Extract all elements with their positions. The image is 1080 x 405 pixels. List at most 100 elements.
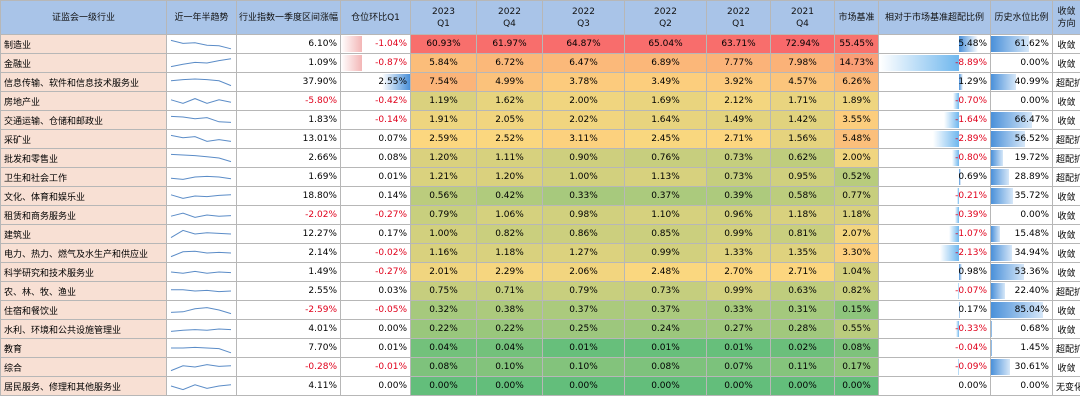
trend-sparkline	[170, 229, 232, 239]
industry-cell: 批发和零售业	[0, 148, 167, 168]
quarter-cell: 1.56%	[770, 129, 835, 149]
benchmark-cell: 1.18%	[834, 205, 879, 225]
position-change-cell: 0.00%	[340, 319, 411, 339]
direction-cell: 收敛	[1052, 300, 1080, 320]
hist-bar	[991, 74, 1016, 90]
excess-cell: -0.39%	[878, 205, 991, 225]
quarter-cell: 72.94%	[770, 34, 835, 54]
quarter-cell: 0.38%	[476, 300, 543, 320]
hist-cell: 56.52%	[990, 129, 1053, 149]
benchmark-cell: 0.52%	[834, 167, 879, 187]
quarter-cell-text: 1.49%	[724, 115, 753, 125]
industry-cell-text: 电力、热力、燃气及水生产和供应业	[4, 249, 149, 260]
hist-cell: 0.00%	[990, 53, 1053, 73]
index-change-cell-text: -5.80%	[305, 96, 337, 106]
quarter-cell: 1.13%	[624, 167, 707, 187]
quarter-cell: 0.99%	[706, 281, 771, 301]
quarter-cell-text: 0.82%	[495, 229, 524, 239]
excess-bar	[958, 264, 963, 280]
position-change-cell-text: 0.03%	[378, 286, 407, 296]
benchmark-cell-text: 0.17%	[842, 362, 871, 372]
direction-cell-text: 收敛	[1057, 306, 1076, 317]
quarter-cell: 2.02%	[542, 110, 625, 130]
direction-cell: 收敛	[1052, 34, 1080, 54]
hist-cell-text: 0.00%	[1020, 210, 1049, 220]
excess-bar	[940, 245, 959, 261]
excess-cell: 0.00%	[878, 376, 991, 396]
col-index-change: 行业指数一季度区间涨幅	[236, 0, 341, 35]
quarter-cell-text: 0.63%	[788, 286, 817, 296]
benchmark-cell-text: 55.45%	[839, 39, 874, 49]
benchmark-cell: 3.55%	[834, 110, 879, 130]
benchmark-cell-text: 0.00%	[842, 381, 871, 391]
quarter-cell-text: 6.47%	[569, 58, 598, 68]
quarter-cell: 6.89%	[624, 53, 707, 73]
hist-cell: 19.72%	[990, 148, 1053, 168]
benchmark-cell: 1.89%	[834, 91, 879, 111]
quarter-cell-text: 1.20%	[429, 153, 458, 163]
table-row: 电力、热力、燃气及水生产和供应业 2.14% -0.02% 1.16% 1.18% 1.2…	[0, 243, 1080, 263]
industry-cell: 水利、环境和公共设施管理业	[0, 319, 167, 339]
trend-line	[170, 39, 232, 50]
quarter-cell-text: 0.32%	[429, 305, 458, 315]
hist-cell-text: 0.00%	[1020, 58, 1049, 68]
index-change-cell: 4.11%	[236, 376, 341, 396]
table-row: 综合 -0.28% -0.01% 0.08% 0.10% 0.10% 0.08% 0.07% 0…	[0, 357, 1080, 377]
col-q5: 2021 Q4	[770, 0, 835, 35]
position-change-cell: 0.03%	[340, 281, 411, 301]
hist-cell-text: 0.00%	[1020, 381, 1049, 391]
direction-cell: 超配扩大	[1052, 148, 1080, 168]
direction-cell: 超配扩大	[1052, 281, 1080, 301]
direction-cell: 收敛	[1052, 243, 1080, 263]
quarter-cell-text: 0.75%	[429, 286, 458, 296]
direction-cell: 超配扩大	[1052, 338, 1080, 358]
quarter-cell: 0.01%	[542, 338, 625, 358]
quarter-cell: 0.99%	[624, 243, 707, 263]
excess-cell-text: -0.70%	[955, 96, 987, 106]
position-change-cell-text: 0.00%	[378, 324, 407, 334]
quarter-cell: 0.90%	[542, 148, 625, 168]
industry-cell-text: 居民服务、修理和其他服务业	[4, 382, 122, 393]
industry-cell: 建筑业	[0, 224, 167, 244]
quarter-cell-text: 60.93%	[426, 39, 461, 49]
quarter-cell: 0.37%	[624, 186, 707, 206]
quarter-cell-text: 0.00%	[429, 381, 458, 391]
quarter-cell: 0.11%	[770, 357, 835, 377]
hist-cell-text: 1.45%	[1020, 343, 1049, 353]
table-row: 金融业 1.09% -0.87% 5.84% 6.72% 6.47% 6.89% 7.77% 7…	[0, 53, 1080, 73]
quarter-cell: 1.62%	[476, 91, 543, 111]
hist-bar	[991, 188, 1013, 204]
quarter-cell-text: 4.99%	[495, 77, 524, 87]
industry-cell: 居民服务、修理和其他服务业	[0, 376, 167, 396]
table-row: 交通运输、仓储和邮政业 1.83% -0.14% 1.91% 2.05% 2.02% 1.6…	[0, 110, 1080, 130]
direction-cell-text: 收敛	[1057, 325, 1076, 336]
direction-cell-text: 超配扩大	[1056, 173, 1080, 184]
quarter-cell: 0.95%	[770, 167, 835, 187]
benchmark-cell-text: 0.77%	[842, 191, 871, 201]
quarter-cell: 7.98%	[770, 53, 835, 73]
trend-cell	[166, 224, 237, 244]
trend-sparkline	[170, 115, 232, 123]
trend-sparkline	[170, 307, 232, 315]
table-row: 科学研究和技术服务业 1.49% -0.27% 2.01% 2.29% 2.06% 2.48…	[0, 262, 1080, 282]
hist-cell: 0.00%	[990, 205, 1053, 225]
hist-cell: 53.36%	[990, 262, 1053, 282]
quarter-cell-text: 0.22%	[429, 324, 458, 334]
industry-cell-text: 制造业	[4, 40, 32, 51]
excess-cell: -0.80%	[878, 148, 991, 168]
quarter-cell-text: 0.86%	[569, 229, 598, 239]
benchmark-cell: 0.00%	[834, 376, 879, 396]
quarter-cell: 0.01%	[624, 338, 707, 358]
benchmark-cell-text: 0.52%	[842, 172, 871, 182]
benchmark-cell-text: 1.18%	[842, 210, 871, 220]
excess-bar	[958, 169, 962, 185]
quarter-cell-text: 0.00%	[724, 381, 753, 391]
position-change-cell: -0.01%	[340, 357, 411, 377]
col-q2: 2022 Q3	[542, 0, 625, 35]
position-change-cell: 0.00%	[340, 376, 411, 396]
industry-cell-text: 租赁和商务服务业	[4, 211, 77, 222]
quarter-cell: 1.27%	[542, 243, 625, 263]
quarter-cell: 0.37%	[624, 300, 707, 320]
quarter-cell-text: 0.81%	[788, 229, 817, 239]
quarter-cell-text: 65.04%	[648, 39, 683, 49]
